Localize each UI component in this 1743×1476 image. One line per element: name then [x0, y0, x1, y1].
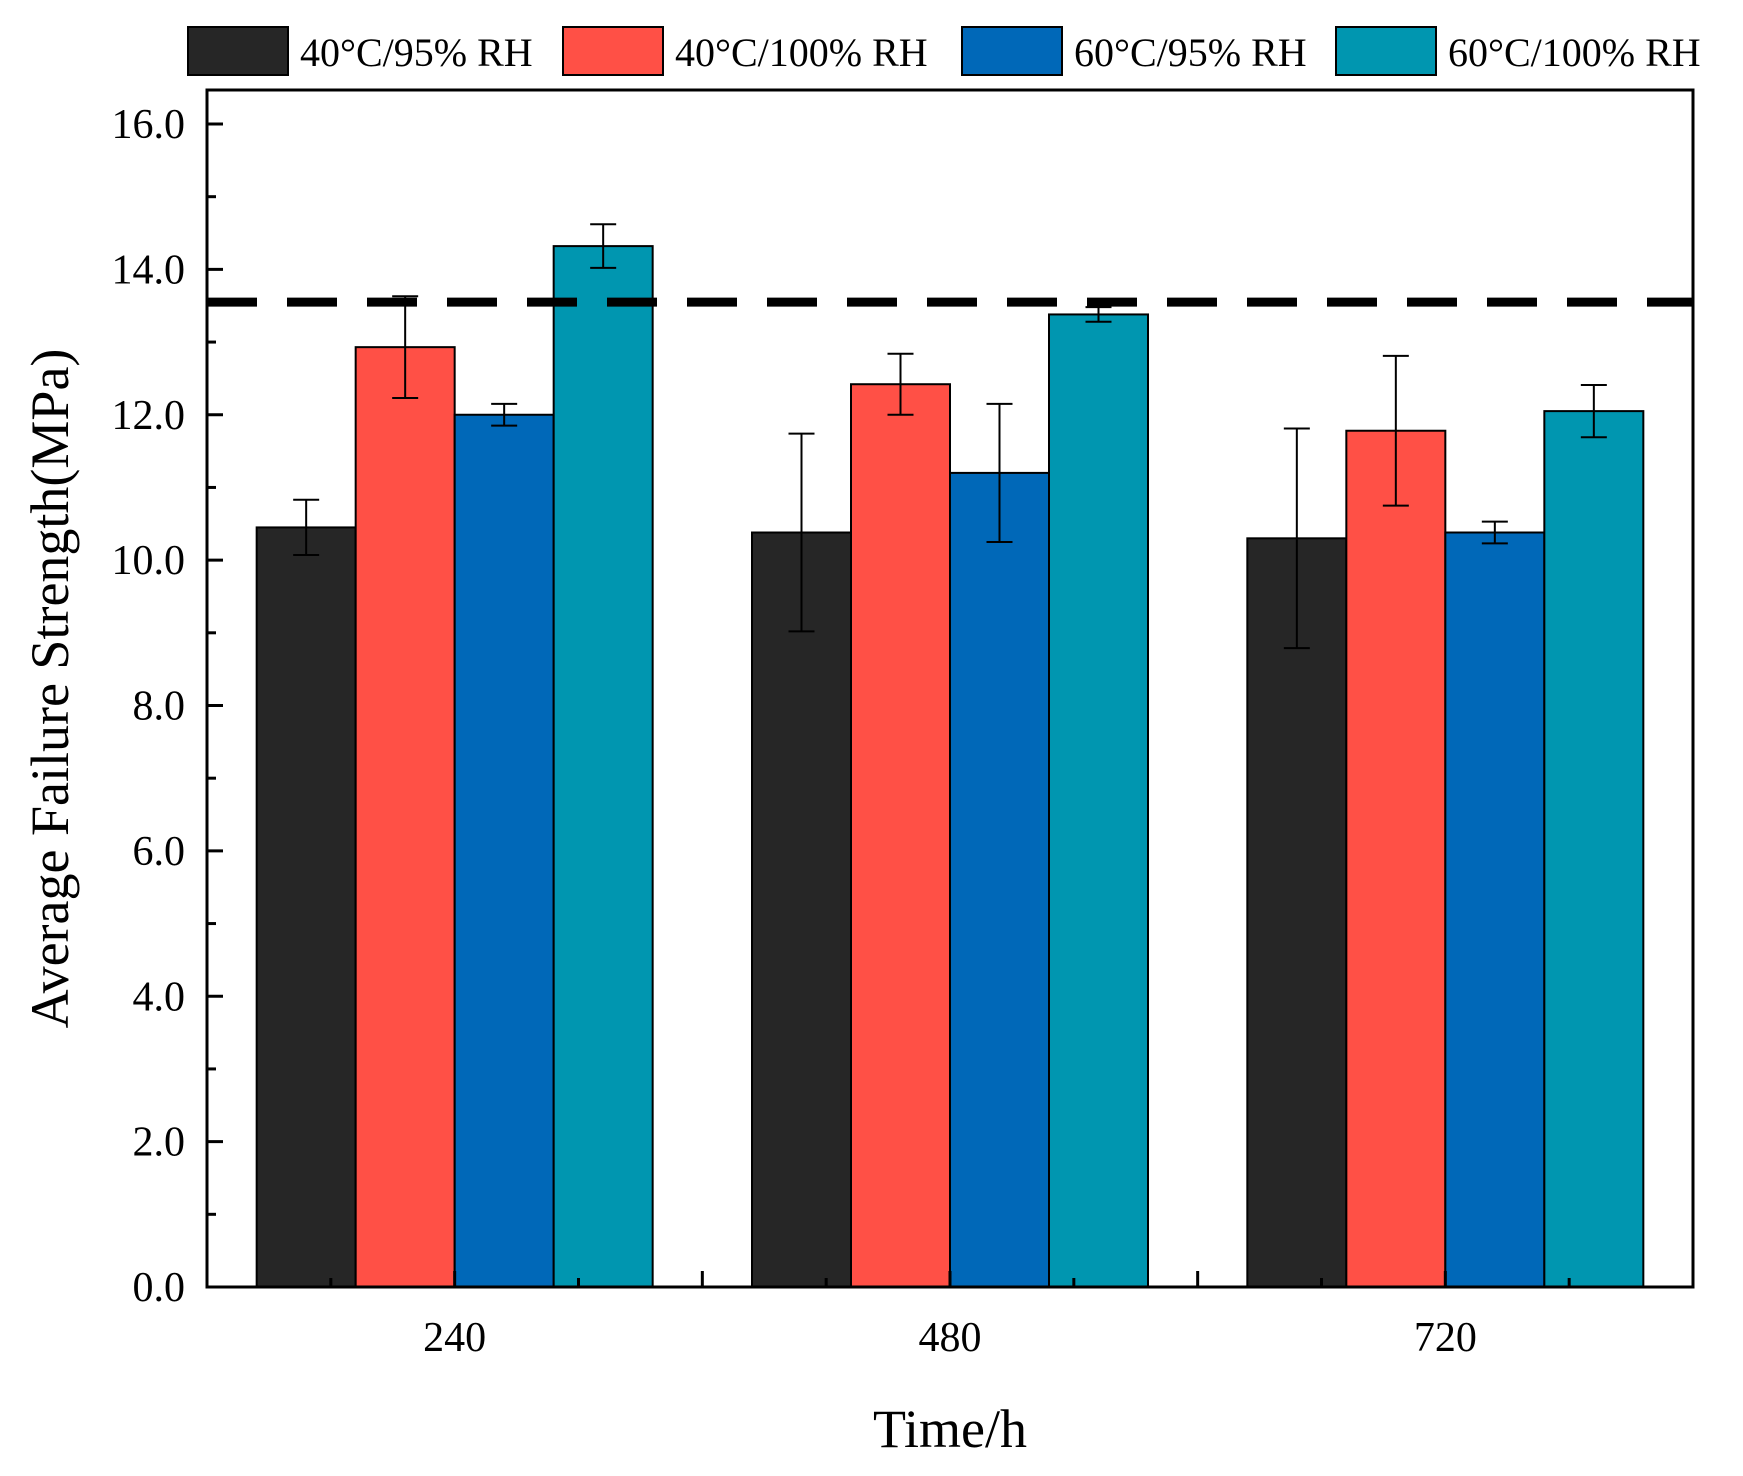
y-tick-label: 16.0: [112, 102, 186, 148]
x-axis-title: Time/h: [873, 1399, 1027, 1459]
bar: [453, 413, 555, 1288]
bar: [354, 346, 456, 1288]
x-tick-label: 720: [1414, 1315, 1477, 1361]
legend-swatch: [562, 26, 664, 76]
legend-swatch: [961, 26, 1063, 76]
legend-label: 60°C/95% RH: [1074, 30, 1307, 75]
legend-label: 40°C/95% RH: [300, 30, 533, 75]
y-axis-title: Average Failure Strength(MPa): [20, 349, 80, 1029]
legend-label: 40°C/100% RH: [675, 30, 928, 75]
y-tick-label: 14.0: [112, 247, 186, 293]
bar: [949, 471, 1050, 1288]
legend-swatch: [1335, 26, 1437, 76]
x-tick-label: 240: [423, 1315, 486, 1361]
y-tick-label: 0.0: [133, 1265, 186, 1311]
bar: [1543, 410, 1645, 1289]
error-bars-group: [293, 223, 1607, 650]
bar: [552, 245, 654, 1289]
bar: [1444, 531, 1546, 1288]
bar: [1246, 537, 1348, 1288]
bars-group: [255, 245, 1645, 1289]
y-tick-label: 4.0: [133, 974, 186, 1020]
bar: [1345, 429, 1447, 1288]
y-tick-label: 8.0: [133, 684, 186, 730]
legend-swatch: [187, 26, 289, 76]
y-tick-label: 12.0: [112, 393, 186, 439]
y-tick-label: 10.0: [112, 538, 186, 584]
legend-label: 60°C/100% RH: [1448, 30, 1701, 75]
y-axis: 0.0 2.0 4.0 6.0 8.0 10.0 12.0 14.0 16.0: [112, 102, 223, 1311]
bar: [1048, 313, 1149, 1289]
legend: 40°C/95% RH 40°C/100% RH 60°C/95% RH 60°C/1…: [187, 26, 1701, 76]
y-tick-label: 6.0: [133, 829, 186, 875]
bar: [751, 531, 852, 1288]
x-tick-label: 480: [919, 1315, 982, 1361]
x-axis: 240 480 720: [329, 1271, 1571, 1361]
bar: [850, 383, 951, 1288]
bar: [255, 526, 357, 1288]
y-tick-label: 2.0: [133, 1120, 186, 1166]
